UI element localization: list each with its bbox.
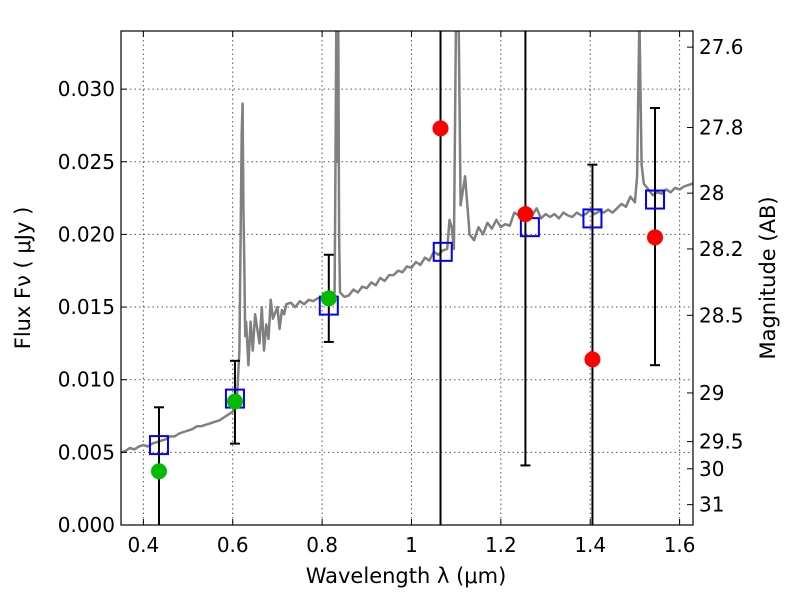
detection-marker	[320, 290, 337, 307]
y2-tick-label: 28.5	[699, 303, 744, 327]
upper-limit-marker	[432, 120, 449, 137]
model-photometry-marker	[645, 189, 666, 210]
axes: 0.4 0.6 0.8 1 1.2 1.4 1.6 0.000 0.005 0.010 0.015 0…	[58, 30, 744, 557]
grid-lines	[121, 31, 693, 525]
y2-tick-label: 27.6	[699, 35, 744, 59]
y-tick-label: 0.030	[58, 77, 115, 101]
y-tick-label: 0.000	[58, 513, 115, 537]
y-tick-label: 0.005	[58, 440, 115, 464]
y2-tick-label: 31	[699, 493, 724, 517]
x-tick-label: 0.6	[217, 533, 249, 557]
upper-limit-marker	[584, 351, 601, 368]
spectrum-layer	[121, 31, 693, 454]
y-axis-label: Flux Fν ( μJy )	[11, 207, 35, 350]
y-tick-label: 0.015	[58, 295, 115, 319]
y2-tick-label: 27.8	[699, 115, 744, 139]
y2-tick-label: 28.2	[699, 237, 744, 261]
spectrum-line	[121, 31, 693, 454]
y2-tick-label: 29	[699, 381, 724, 405]
y-tick-label: 0.010	[58, 368, 115, 392]
x-tick-label: 1.6	[664, 533, 696, 557]
upper-limit-marker	[517, 206, 534, 223]
y2-tick-label: 29.5	[699, 430, 744, 454]
error-bars	[153, 31, 661, 525]
upper-limit-marker	[647, 229, 664, 246]
y-tick-label: 0.020	[58, 222, 115, 246]
detection-marker	[226, 393, 243, 410]
y2-tick-label: 30	[699, 457, 724, 481]
x-axis-label: Wavelength λ (μm)	[306, 564, 507, 588]
x-tick-label: 1	[405, 533, 418, 557]
model-photometry-marker	[432, 241, 453, 262]
model-photometry-marker	[582, 208, 603, 229]
plot-frame	[120, 30, 694, 526]
x-tick-label: 1.4	[574, 533, 606, 557]
x-tick-label: 0.4	[127, 533, 159, 557]
y2-axis-label: Magnitude (AB)	[756, 196, 780, 359]
y-tick-label: 0.025	[58, 150, 115, 174]
data-markers	[148, 120, 666, 480]
x-tick-label: 0.8	[306, 533, 338, 557]
detection-marker	[150, 463, 167, 480]
model-photometry-marker	[148, 435, 169, 456]
y2-tick-label: 28	[699, 181, 724, 205]
x-tick-label: 1.2	[485, 533, 517, 557]
